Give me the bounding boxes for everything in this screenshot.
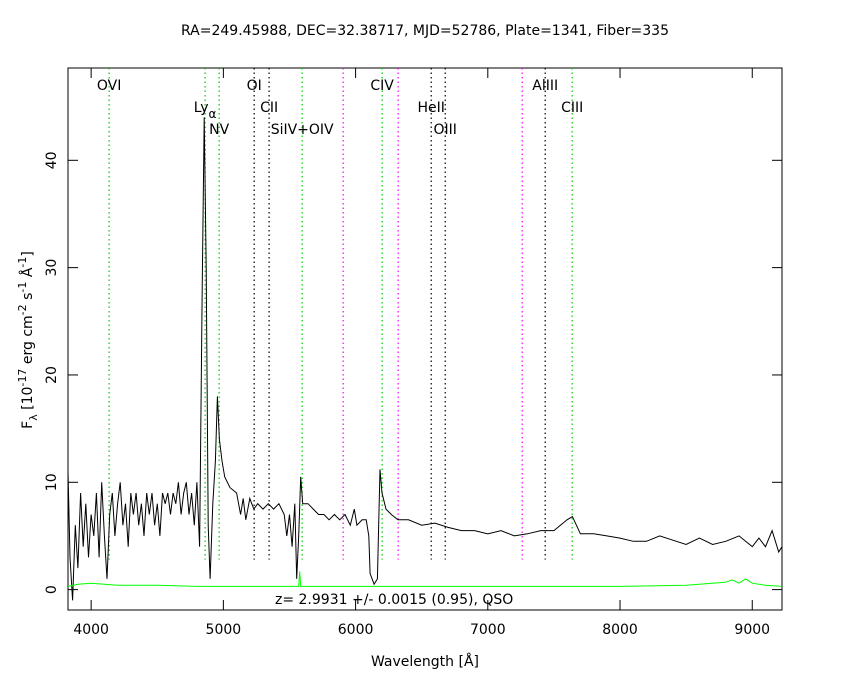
y-tick-label: 10 <box>44 473 60 491</box>
y-axis-label-part: F <box>20 421 36 429</box>
emission-line-label: Lyα <box>194 100 217 121</box>
x-tick-label: 7000 <box>470 622 506 638</box>
y-tick-label: 0 <box>44 585 60 594</box>
emission-line-label: OVI <box>97 78 121 94</box>
x-tick-label: 6000 <box>338 622 374 638</box>
emission-line-label: SiIV+OIV <box>271 122 334 138</box>
emission-line-label-text: OI <box>247 78 262 94</box>
x-tick-label: 8000 <box>602 622 638 638</box>
y-axis-label-part: -2 <box>16 304 29 315</box>
emission-line-label-text: NV <box>209 122 229 138</box>
emission-line-label-text: SiIV+OIV <box>271 122 334 138</box>
x-tick-label: 9000 <box>734 622 770 638</box>
emission-line-label: HeII <box>418 100 445 116</box>
emission-line-label: OI <box>247 78 262 94</box>
y-axis-label-part: -1 <box>16 282 29 293</box>
y-axis-label-part: -1 <box>16 257 29 268</box>
y-axis-label-part: s <box>20 293 36 305</box>
y-tick-label: 30 <box>44 259 60 277</box>
y-axis-label-part: λ <box>27 414 40 421</box>
emission-line-label-sub: α <box>209 107 217 121</box>
x-tick-label: 4000 <box>73 622 109 638</box>
emission-line-label-text: OVI <box>97 78 121 94</box>
spectrum-line <box>68 571 782 587</box>
y-tick-label: 40 <box>44 151 60 169</box>
emission-line-label: CIII <box>561 100 583 116</box>
emission-line-label: CIV <box>370 78 394 94</box>
emission-line-label-text: Ly <box>194 100 209 116</box>
emission-line-label-text: CII <box>260 100 278 116</box>
emission-line-label: CII <box>260 100 278 116</box>
y-axis-label-part: Å <box>19 267 36 281</box>
emission-line-label: AlIII <box>532 78 558 94</box>
x-tick-label: 5000 <box>206 622 242 638</box>
y-tick-label: 20 <box>44 366 60 384</box>
emission-line-label-text: CIII <box>561 100 583 116</box>
y-axis-label-part: erg cm <box>20 315 36 368</box>
annotation: z= 2.9931 +/- 0.0015 (0.95), QSO <box>275 592 513 608</box>
chart-title: RA=249.45988, DEC=32.38717, MJD=52786, P… <box>181 23 669 39</box>
y-axis-label-part: [10 <box>20 387 36 415</box>
emission-line-label: NV <box>209 122 229 138</box>
emission-line-label-text: HeII <box>418 100 445 116</box>
emission-line-label-text: AlIII <box>532 78 558 94</box>
y-axis-label-part: -17 <box>16 369 29 387</box>
emission-line-label: OIII <box>434 122 457 138</box>
y-axis-label: Fλ [10-17 erg cm-2 s-1 Å-1] <box>16 251 40 429</box>
spectrum-line <box>68 117 782 601</box>
emission-line-label-text: CIV <box>370 78 394 94</box>
x-axis-label: Wavelength [Å] <box>371 653 479 670</box>
y-axis-label-part: ] <box>20 251 36 256</box>
plot-frame <box>67 67 783 611</box>
emission-line-label-text: OIII <box>434 122 457 138</box>
